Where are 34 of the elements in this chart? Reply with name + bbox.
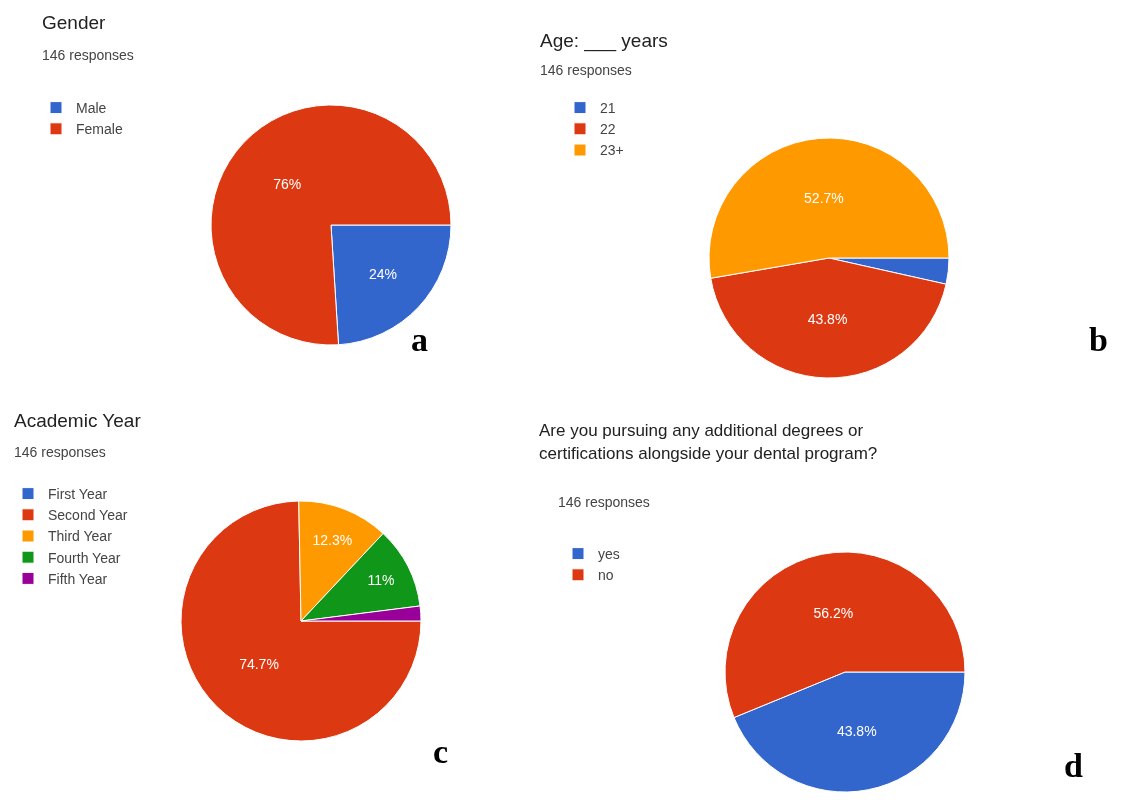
legend-label: yes [598,546,620,563]
legend-label: 22 [600,121,616,138]
text: a [411,321,428,358]
legend-label: no [598,567,614,584]
pie-slice [180,500,422,742]
text: b [1089,321,1108,358]
legend-label: Second Year [48,507,128,524]
data-label: 24% [368,265,397,282]
chart-subtitle: 146 responses [14,444,106,460]
chart-title: Age: ___ years [540,30,668,52]
chart-subtitle: 146 responses [42,47,134,63]
chart-subtitle: 146 responses [558,494,650,510]
chart-subtitle: 146 responses [540,62,632,78]
legend-label: Third Year [48,528,113,545]
chart-title: Are you pursuing any additional degrees or certifications alongside your dental program? [539,421,878,463]
legend-label: First Year [48,486,108,503]
text: d [1064,747,1083,784]
legend-label: Fifth Year [48,570,108,587]
legend-label: Female [76,121,123,138]
data-label: 56.2% [813,605,854,622]
data-label: 43.8% [836,723,877,740]
data-label: 76% [273,175,302,192]
data-label: 11% [367,572,395,589]
data-label: 52.7% [804,190,844,207]
legend-label: 23+ [600,142,624,159]
data-label: 74.7% [239,655,279,672]
legend-label: Fourth Year [48,549,121,566]
legend-label: Male [76,100,107,117]
data-label: 12.3% [312,531,353,548]
legend-label: 21 [600,100,616,117]
text: c [433,733,449,770]
chart-title: Gender [42,12,107,33]
data-label: 43.8% [807,310,848,327]
chart-title: Academic Year [14,410,142,431]
